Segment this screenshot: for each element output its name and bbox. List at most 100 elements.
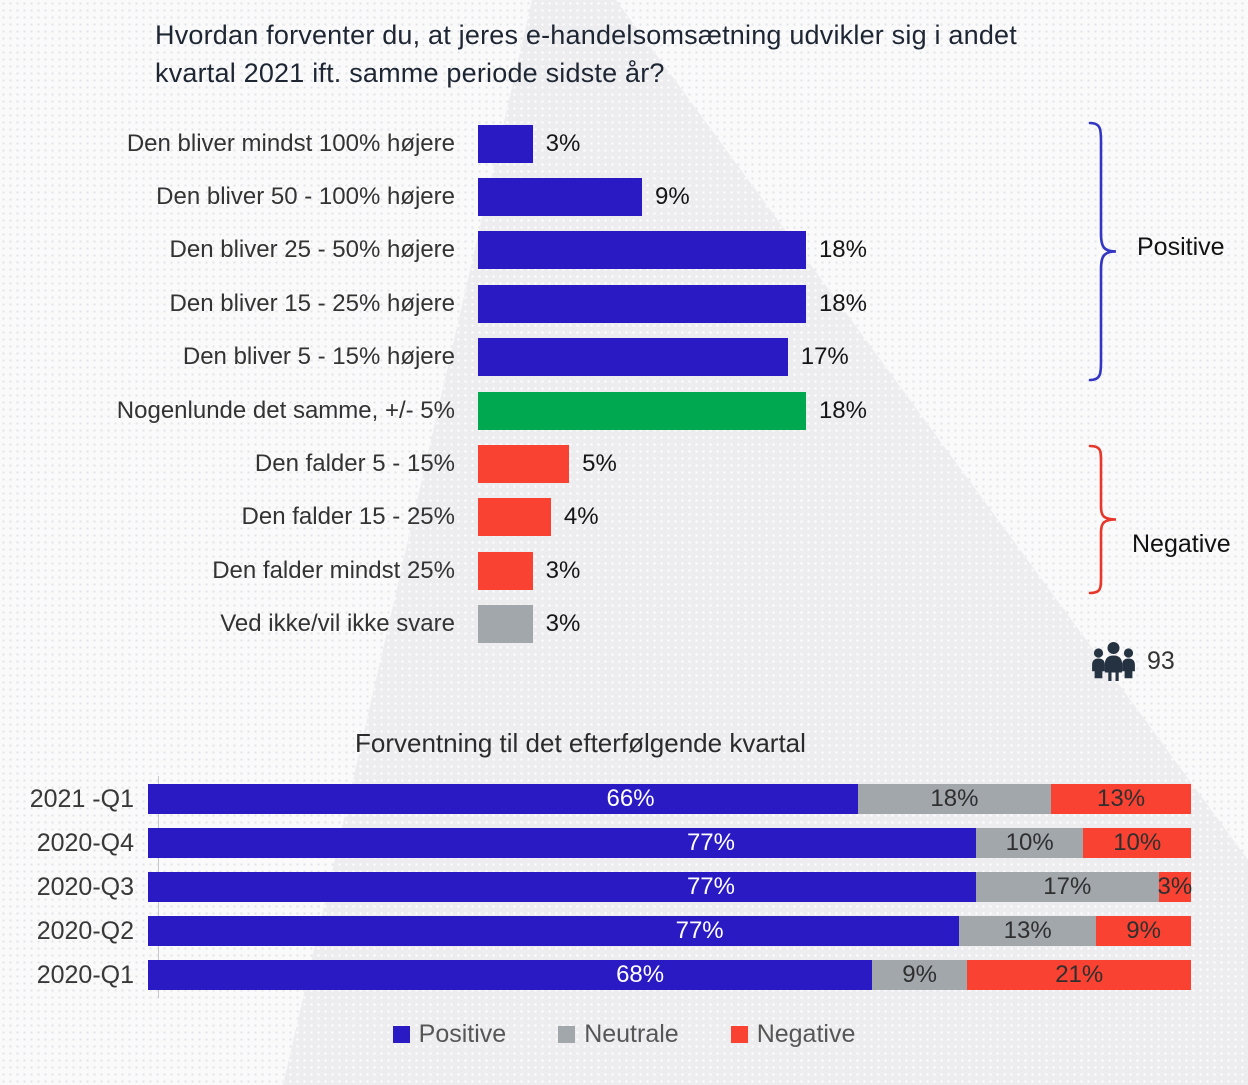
segment-value-label: 77%	[687, 873, 735, 901]
stacked-bar: 66% 18% 13%	[148, 784, 1191, 814]
stacked-bar: 77% 17% 3%	[148, 872, 1191, 902]
negative-swatch	[731, 1026, 748, 1043]
legend-label-positive: Positive	[419, 1020, 507, 1049]
bottom-chart-row: 2020-Q2 77% 13% 9%	[0, 916, 1205, 946]
category-label: Den bliver 25 - 50% højere	[0, 236, 455, 264]
value-label: 3%	[546, 610, 581, 638]
stacked-bar: 77% 13% 9%	[148, 916, 1191, 946]
segment-value-label: 77%	[676, 917, 724, 945]
quarter-label: 2020-Q3	[0, 873, 148, 902]
bottom-chart-row: 2021 -Q1 66% 18% 13%	[0, 784, 1205, 814]
category-label: Den falder 15 - 25%	[0, 503, 455, 531]
legend-item-neutrale: Neutrale	[558, 1020, 679, 1049]
page-title-line2: kvartal 2021 ift. samme periode sidste å…	[155, 54, 1165, 92]
top-chart-row: Den falder mindst 25% 3%	[0, 544, 1080, 597]
top-bar-chart: Den bliver mindst 100% højere 3% Den blive…	[0, 117, 1080, 651]
value-label: 18%	[819, 236, 867, 264]
bottom-chart-title: Forventning til det efterfølgende kvarta…	[355, 728, 806, 759]
legend: Positive Neutrale Negative	[0, 1020, 1248, 1049]
category-label: Nogenlunde det samme, +/- 5%	[0, 397, 455, 425]
segment-value-label: 9%	[902, 961, 937, 989]
category-label: Ved ikke/vil ikke svare	[0, 610, 455, 638]
top-chart-row: Ved ikke/vil ikke svare 3%	[0, 598, 1080, 651]
top-chart-row: Den bliver 50 - 100% højere 9%	[0, 170, 1080, 223]
segment-value-label: 66%	[607, 785, 655, 813]
respondent-count: 93	[1147, 647, 1175, 676]
category-label: Den bliver 50 - 100% højere	[0, 183, 455, 211]
bar-negative	[478, 552, 533, 590]
people-icon	[1092, 641, 1135, 681]
bar-positive	[478, 125, 533, 163]
segment-neutrale: 13%	[959, 916, 1096, 946]
segment-positive: 66%	[148, 784, 858, 814]
stacked-bar: 68% 9% 21%	[148, 960, 1191, 990]
bottom-stacked-chart: 2021 -Q1 66% 18% 13% 2020-Q4 77% 10% 10% 2020-Q3…	[0, 784, 1205, 1004]
bottom-chart-row: 2020-Q4 77% 10% 10%	[0, 828, 1205, 858]
top-chart-row: Nogenlunde det samme, +/- 5% 18%	[0, 384, 1080, 437]
page-title-line1: Hvordan forventer du, at jeres e-handels…	[155, 16, 1165, 54]
top-chart-row: Den bliver 5 - 15% højere 17%	[0, 331, 1080, 384]
segment-negative: 21%	[967, 960, 1191, 990]
quarter-label: 2020-Q4	[0, 829, 148, 858]
segment-negative: 10%	[1083, 828, 1191, 858]
bar-unknown	[478, 605, 533, 643]
neutrale-swatch	[558, 1026, 575, 1043]
quarter-label: 2021 -Q1	[0, 785, 148, 814]
segment-value-label: 13%	[1004, 917, 1052, 945]
segment-positive: 77%	[148, 916, 959, 946]
respondents: 93	[1092, 641, 1175, 681]
bottom-chart-row: 2020-Q1 68% 9% 21%	[0, 960, 1205, 990]
value-label: 3%	[546, 557, 581, 585]
negative-bracket	[1086, 443, 1118, 596]
bottom-chart-row: 2020-Q3 77% 17% 3%	[0, 872, 1205, 902]
segment-negative: 9%	[1096, 916, 1191, 946]
segment-neutrale: 18%	[858, 784, 1052, 814]
segment-positive: 77%	[148, 828, 976, 858]
segment-positive: 68%	[148, 960, 872, 990]
segment-value-label: 77%	[687, 829, 735, 857]
top-chart-row: Den falder 15 - 25% 4%	[0, 491, 1080, 544]
bar-positive	[478, 338, 788, 376]
value-label: 18%	[819, 290, 867, 318]
bar-negative	[478, 498, 551, 536]
negative-group-label: Negative	[1132, 530, 1231, 559]
quarter-label: 2020-Q1	[0, 961, 148, 990]
positive-bracket	[1086, 120, 1118, 383]
positive-swatch	[393, 1026, 410, 1043]
segment-value-label: 68%	[616, 961, 664, 989]
category-label: Den bliver mindst 100% højere	[0, 130, 455, 158]
quarter-label: 2020-Q2	[0, 917, 148, 946]
positive-group-label: Positive	[1137, 233, 1225, 262]
legend-item-negative: Negative	[731, 1020, 856, 1049]
legend-item-positive: Positive	[393, 1020, 507, 1049]
category-label: Den falder 5 - 15%	[0, 450, 455, 478]
bar-neutral_same	[478, 392, 806, 430]
segment-neutrale: 9%	[872, 960, 968, 990]
bar-positive	[478, 231, 806, 269]
legend-label-negative: Negative	[757, 1020, 856, 1049]
top-chart-row: Den falder 5 - 15%5%	[0, 437, 1080, 490]
top-chart-row: Den bliver 15 - 25% højere18%	[0, 277, 1080, 330]
value-label: 18%	[819, 397, 867, 425]
legend-label-neutrale: Neutrale	[584, 1020, 679, 1049]
segment-value-label: 21%	[1055, 961, 1103, 989]
segment-value-label: 13%	[1097, 785, 1145, 813]
segment-value-label: 17%	[1043, 873, 1091, 901]
segment-value-label: 9%	[1126, 917, 1161, 945]
value-label: 9%	[655, 183, 690, 211]
bar-positive	[478, 285, 806, 323]
value-label: 3%	[546, 130, 581, 158]
stacked-bar: 77% 10% 10%	[148, 828, 1191, 858]
segment-value-label: 10%	[1006, 829, 1054, 857]
value-label: 4%	[564, 503, 599, 531]
segment-value-label: 18%	[930, 785, 978, 813]
category-label: Den falder mindst 25%	[0, 557, 455, 585]
value-label: 17%	[801, 343, 849, 371]
segment-value-label: 3%	[1158, 873, 1193, 901]
segment-neutrale: 10%	[976, 828, 1084, 858]
category-label: Den bliver 5 - 15% højere	[0, 343, 455, 371]
page-title: Hvordan forventer du, at jeres e-handels…	[155, 16, 1165, 92]
segment-negative: 3%	[1159, 872, 1191, 902]
bar-negative	[478, 445, 569, 483]
segment-value-label: 10%	[1113, 829, 1161, 857]
